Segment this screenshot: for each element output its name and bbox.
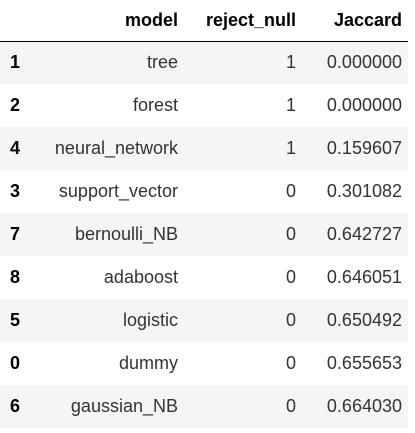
table-row: 4 neural_network 1 0.159607 [0,127,408,170]
cell-jaccard: 0.650492 [326,310,402,330]
cell-model: adaboost [103,267,178,287]
header-row: model reject_null Jaccard [0,0,408,41]
cell-model: dummy [118,353,178,373]
cell-jaccard: 0.000000 [326,95,402,115]
dataframe-table: model reject_null Jaccard 1 tree 1 0.000… [0,0,408,428]
cell-jaccard: 0.646051 [326,267,402,287]
row-index: 6 [10,396,21,416]
cell-model: gaussian_NB [70,396,178,416]
cell-reject-null: 0 [285,224,296,244]
cell-jaccard: 0.642727 [326,224,402,244]
table-row: 5 logistic 0 0.650492 [0,299,408,342]
table-row: 3 support_vector 0 0.301082 [0,170,408,213]
header-jaccard: Jaccard [333,9,402,30]
cell-model: logistic [122,310,178,330]
cell-reject-null: 0 [285,353,296,373]
cell-reject-null: 1 [285,95,296,115]
cell-model: bernoulli_NB [74,224,178,244]
table-row: 8 adaboost 0 0.646051 [0,256,408,299]
cell-reject-null: 0 [285,310,296,330]
header-model: model [124,9,178,30]
table-row: 1 tree 1 0.000000 [0,41,408,84]
table-body: 1 tree 1 0.000000 2 forest 1 0.000000 4 … [0,41,408,428]
cell-model: neural_network [54,138,178,158]
row-index: 2 [10,95,21,115]
table-row: 7 bernoulli_NB 0 0.642727 [0,213,408,256]
row-index: 5 [10,310,21,330]
cell-reject-null: 0 [285,181,296,201]
cell-model: forest [132,95,178,115]
header-index [0,0,32,41]
cell-reject-null: 0 [285,267,296,287]
row-index: 3 [10,181,21,201]
cell-jaccard: 0.000000 [326,52,402,73]
row-index: 1 [10,52,21,73]
row-index: 7 [10,224,21,244]
cell-model: tree [146,52,178,73]
cell-jaccard: 0.655653 [326,353,402,373]
header-reject-null: reject_null [205,9,296,30]
cell-reject-null: 1 [285,138,296,158]
table-row: 2 forest 1 0.000000 [0,84,408,127]
row-index: 4 [10,138,21,158]
cell-jaccard: 0.301082 [326,181,402,201]
table-row: 6 gaussian_NB 0 0.664030 [0,385,408,428]
cell-jaccard: 0.159607 [326,138,402,158]
cell-reject-null: 0 [285,396,296,416]
row-index: 8 [10,267,21,287]
table-header: model reject_null Jaccard [0,0,408,41]
row-index: 0 [10,353,21,373]
cell-reject-null: 1 [285,52,296,73]
cell-model: support_vector [58,181,178,201]
cell-jaccard: 0.664030 [326,396,402,416]
table-row: 0 dummy 0 0.655653 [0,342,408,385]
